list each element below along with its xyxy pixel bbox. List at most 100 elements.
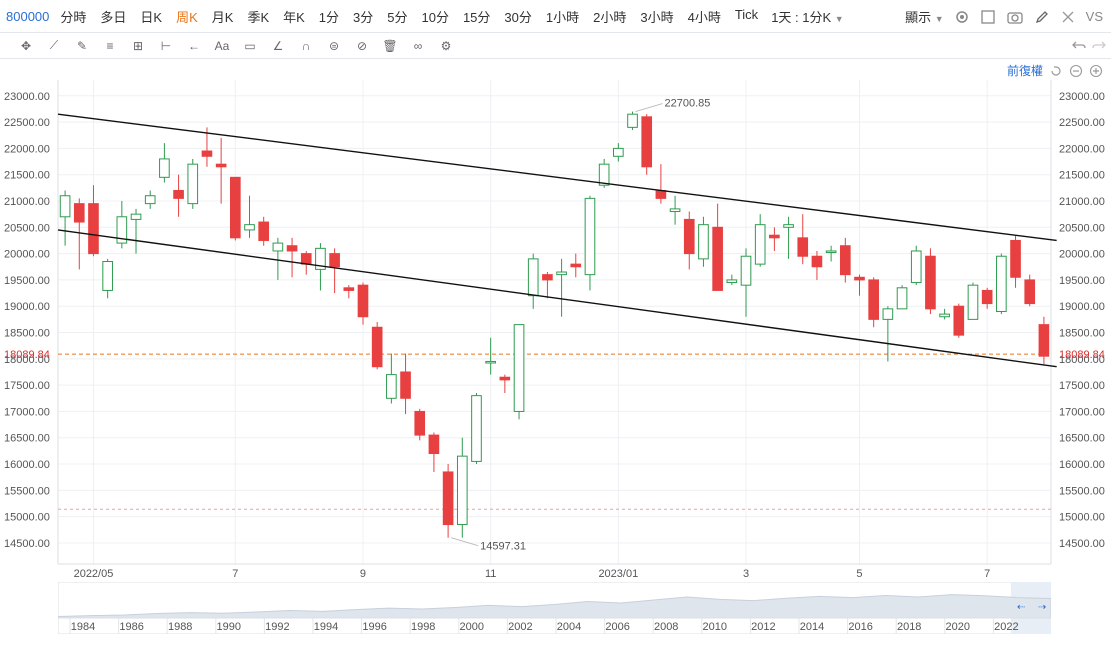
timeframe-tab[interactable]: 1小時 — [545, 9, 580, 25]
candle-body — [996, 255, 1007, 312]
fullscreen-icon[interactable] — [980, 9, 996, 25]
candle-body — [400, 371, 411, 399]
y-axis-label-right: 18000.00 — [1059, 354, 1105, 366]
timeframe-list: 分時 多日 日K 周K 月K 季K 年K 1分 3分 5分 10分 15分 30分 1小時 2小時 3小時 4小… — [53, 7, 765, 26]
candle-body — [868, 279, 880, 320]
candle-body — [386, 374, 397, 399]
zoom-out-icon[interactable] — [1069, 64, 1083, 78]
candle-body — [584, 197, 596, 276]
y-axis-label-left: 20000.00 — [4, 249, 50, 261]
timeframe-tab[interactable]: 日K — [140, 9, 163, 25]
arrow-left-icon[interactable]: ← — [188, 38, 200, 53]
candle-body — [712, 226, 723, 291]
settings-icon[interactable]: ⚙ — [440, 38, 452, 53]
y-axis-label-right: 16000.00 — [1059, 459, 1105, 471]
chevron-down-icon: ▼ — [934, 14, 944, 24]
y-axis-label-right: 17000.00 — [1059, 406, 1105, 418]
timeframe-tab[interactable]: 5分 — [387, 9, 408, 25]
candle-body — [953, 305, 965, 336]
interval-select[interactable]: 1天 : 1分K ▼ — [765, 7, 850, 26]
comment-icon[interactable]: ▭ — [244, 38, 256, 53]
redo-icon[interactable] — [1091, 37, 1107, 53]
x-axis-label: 2023/01 — [598, 568, 638, 580]
last-price-label-right: 18089.84 — [1059, 349, 1105, 361]
navigator-year-label: 2018 — [897, 621, 921, 633]
candle-body — [570, 263, 582, 268]
candlestick-chart[interactable]: 23000.00 23000.00 22500.00 22500.00 22000.00… — [0, 80, 1111, 580]
timeframe-tab[interactable]: 1分 — [318, 9, 340, 25]
undo-icon[interactable] — [1071, 37, 1087, 53]
candle-body — [754, 224, 766, 265]
y-axis-label-left: 18500.00 — [4, 328, 50, 340]
vs-button[interactable]: VS — [1085, 9, 1103, 24]
timeframe-tab[interactable]: 周K — [176, 9, 198, 25]
move-icon[interactable]: ✥ — [20, 38, 32, 53]
timeframe-tab[interactable]: 10分 — [421, 9, 449, 25]
timeframe-tab[interactable]: 月K — [211, 9, 234, 25]
candle-body — [315, 247, 326, 270]
link-icon[interactable]: ∞ — [413, 38, 423, 53]
toolbar-right: 顯示 ▼ VS — [905, 0, 1103, 33]
settings-icon[interactable] — [954, 9, 970, 25]
navigator-right-arrow-icon[interactable]: ⇢ — [1038, 602, 1046, 613]
candle-body — [130, 213, 142, 220]
trend-line — [57, 113, 1057, 242]
zoom-in-icon[interactable] — [1089, 64, 1103, 78]
candle-body — [910, 250, 922, 284]
text-icon[interactable]: Aa — [214, 38, 230, 53]
delete-icon[interactable]: 🗑 — [382, 38, 398, 53]
ruler-icon[interactable]: ∠ — [272, 38, 284, 53]
timeframe-tab[interactable]: 4小時 — [687, 9, 721, 25]
pencil-icon[interactable] — [1034, 9, 1050, 25]
timeframe-toolbar: 800000 分時 多日 日K 周K 月K 季K 年K 1分 3分 5分 10分 15分 30分 1小時 2… — [0, 0, 1111, 33]
candle-body — [300, 253, 312, 265]
navigator-year-label: 2010 — [703, 621, 727, 633]
compare-icon[interactable] — [1060, 9, 1076, 25]
timeframe-tab[interactable]: 15分 — [462, 9, 491, 25]
candle-body — [187, 163, 199, 205]
fib-icon[interactable]: ≡ — [106, 38, 114, 53]
magnet-icon[interactable]: ∩ — [301, 38, 311, 53]
pen-icon[interactable]: ✎ — [76, 38, 88, 53]
x-axis-label: 7 — [984, 568, 990, 580]
y-axis-label-left: 17000.00 — [4, 406, 50, 418]
lock-icon[interactable]: ⊜ — [328, 38, 340, 53]
symbol-code[interactable]: 800000 — [6, 8, 50, 24]
candle-body — [811, 255, 823, 268]
candle-body — [825, 250, 837, 253]
y-axis-label-right: 15500.00 — [1059, 485, 1105, 497]
navigator-left-arrow-icon[interactable]: ⇠ — [1017, 602, 1026, 613]
x-axis-label: 2022/05 — [74, 568, 114, 580]
timeframe-tab[interactable]: Tick — [734, 6, 759, 22]
reset-icon[interactable] — [1049, 64, 1063, 78]
time-navigator[interactable]: 1984 1986 1988 1990 1992 1994 1996 1998 2000 2002… — [58, 582, 1051, 634]
timeframe-tab[interactable]: 年K — [283, 9, 305, 25]
timeframe-tab[interactable]: 3小時 — [640, 9, 674, 25]
candle-body — [655, 189, 667, 199]
y-axis-label-left: 21500.00 — [4, 170, 50, 182]
chevron-down-icon: ▼ — [834, 13, 844, 24]
x-axis-label: 11 — [485, 568, 496, 580]
measure-icon[interactable]: ⊞ — [132, 38, 144, 53]
adjust-mode-button[interactable]: 前復權 — [1006, 64, 1043, 78]
timeframe-tab[interactable]: 多日 — [100, 9, 127, 25]
candle-body — [471, 395, 482, 462]
display-menu[interactable]: 顯示 ▼ — [905, 7, 944, 26]
trend-line-icon[interactable]: ⟋ — [49, 38, 59, 52]
y-axis-label-right: 14500.00 — [1059, 538, 1105, 550]
timeframe-tab[interactable]: 2小時 — [593, 9, 627, 25]
timeframe-tab[interactable]: 季K — [247, 9, 270, 25]
y-axis-label-right: 21000.00 — [1059, 196, 1105, 208]
range-icon[interactable]: ⊢ — [160, 38, 172, 53]
candle-body — [598, 163, 610, 186]
hide-icon[interactable]: ⊘ — [356, 38, 368, 53]
y-axis-label-left: 14500.00 — [4, 538, 50, 550]
candle-body — [613, 147, 624, 157]
navigator-year-label: 2008 — [654, 621, 678, 633]
timeframe-tab[interactable]: 分時 — [60, 9, 87, 25]
camera-icon[interactable] — [1006, 9, 1024, 25]
timeframe-tab[interactable]: 3分 — [353, 9, 374, 25]
y-axis-label-left: 15000.00 — [4, 512, 50, 524]
y-axis-label-right: 21500.00 — [1059, 170, 1105, 182]
timeframe-tab[interactable]: 30分 — [504, 9, 532, 25]
